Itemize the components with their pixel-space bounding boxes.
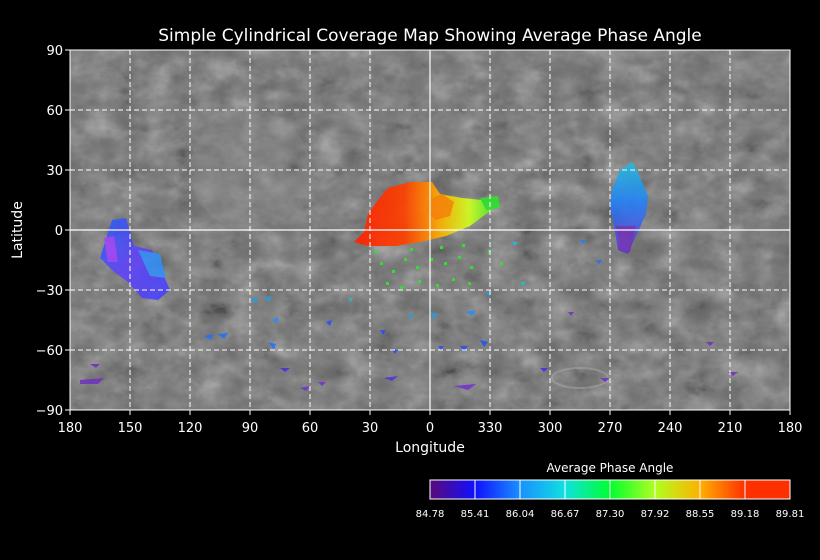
- colorbar-segment-gradient: [655, 480, 700, 499]
- lat-tick-label: 90: [46, 44, 63, 59]
- colorbar-segment-gradient: [430, 480, 475, 499]
- lon-tick-label: 0: [426, 421, 434, 436]
- lon-tick-label: 270: [598, 421, 623, 436]
- colorbar-tick-label: 88.55: [686, 509, 715, 520]
- lon-tick-label: 90: [242, 421, 259, 436]
- lon-tick-label: 240: [658, 421, 683, 436]
- colorbar-segment-gradient: [700, 480, 745, 499]
- lat-tick-label: 30: [46, 164, 63, 179]
- lat-tick-label: −30: [36, 284, 63, 299]
- coverage-region-east: [610, 162, 648, 254]
- colorbar-segment-gradient: [745, 480, 790, 499]
- lon-tick-label: 330: [478, 421, 503, 436]
- colorbar: [429, 479, 791, 500]
- colorbar-tick-label: 89.81: [776, 509, 805, 520]
- lon-tick-label: 180: [58, 421, 83, 436]
- green-speckle-markers: [374, 244, 503, 289]
- map-grid: [70, 50, 790, 410]
- map-panel: [69, 49, 791, 411]
- colorbar-tick-label: 85.41: [461, 509, 490, 520]
- colorbar-segment-gradient: [565, 480, 610, 499]
- lon-tick-label: 210: [718, 421, 743, 436]
- longitude-axis: 180 150 120 90 60 30 0 330 300 270 240 210 180: [58, 410, 803, 436]
- colorbar-tick-label: 86.67: [551, 509, 580, 520]
- colorbar-tick-label: 86.04: [506, 509, 535, 520]
- lat-tick-label: −60: [36, 344, 63, 359]
- lon-tick-label: 60: [302, 421, 319, 436]
- colorbar-tick-label: 89.18: [731, 509, 760, 520]
- colorbar-tick-label: 87.30: [596, 509, 625, 520]
- colorbar-title: Average Phase Angle: [547, 461, 674, 475]
- scattered-coverage-markers: [80, 240, 738, 391]
- lon-tick-label: 180: [778, 421, 803, 436]
- lon-tick-label: 120: [178, 421, 203, 436]
- lat-tick-label: 60: [46, 104, 63, 119]
- colorbar-segment-gradient: [520, 480, 565, 499]
- lon-tick-label: 150: [118, 421, 143, 436]
- colorbar-segment-gradient: [610, 480, 655, 499]
- lon-tick-label: 300: [538, 421, 563, 436]
- colorbar-tick-label: 87.92: [641, 509, 670, 520]
- lat-tick-label: −90: [36, 404, 63, 419]
- colorbar-tick-label: 84.78: [416, 509, 445, 520]
- colorbar-labels: 84.78 85.41 86.04 86.67 87.30 87.92 88.55 89.18…: [416, 509, 805, 520]
- x-axis-label: Longitude: [395, 440, 465, 456]
- map-title: Simple Cylindrical Coverage Map Showing …: [158, 26, 701, 46]
- latitude-axis: 90 60 30 0 −30 −60 −90: [36, 44, 70, 419]
- coverage-region-west: [100, 218, 170, 300]
- lon-tick-label: 30: [362, 421, 379, 436]
- colorbar-segment-gradient: [475, 480, 520, 499]
- lat-tick-label: 0: [55, 224, 63, 239]
- y-axis-label: Latitude: [10, 201, 26, 259]
